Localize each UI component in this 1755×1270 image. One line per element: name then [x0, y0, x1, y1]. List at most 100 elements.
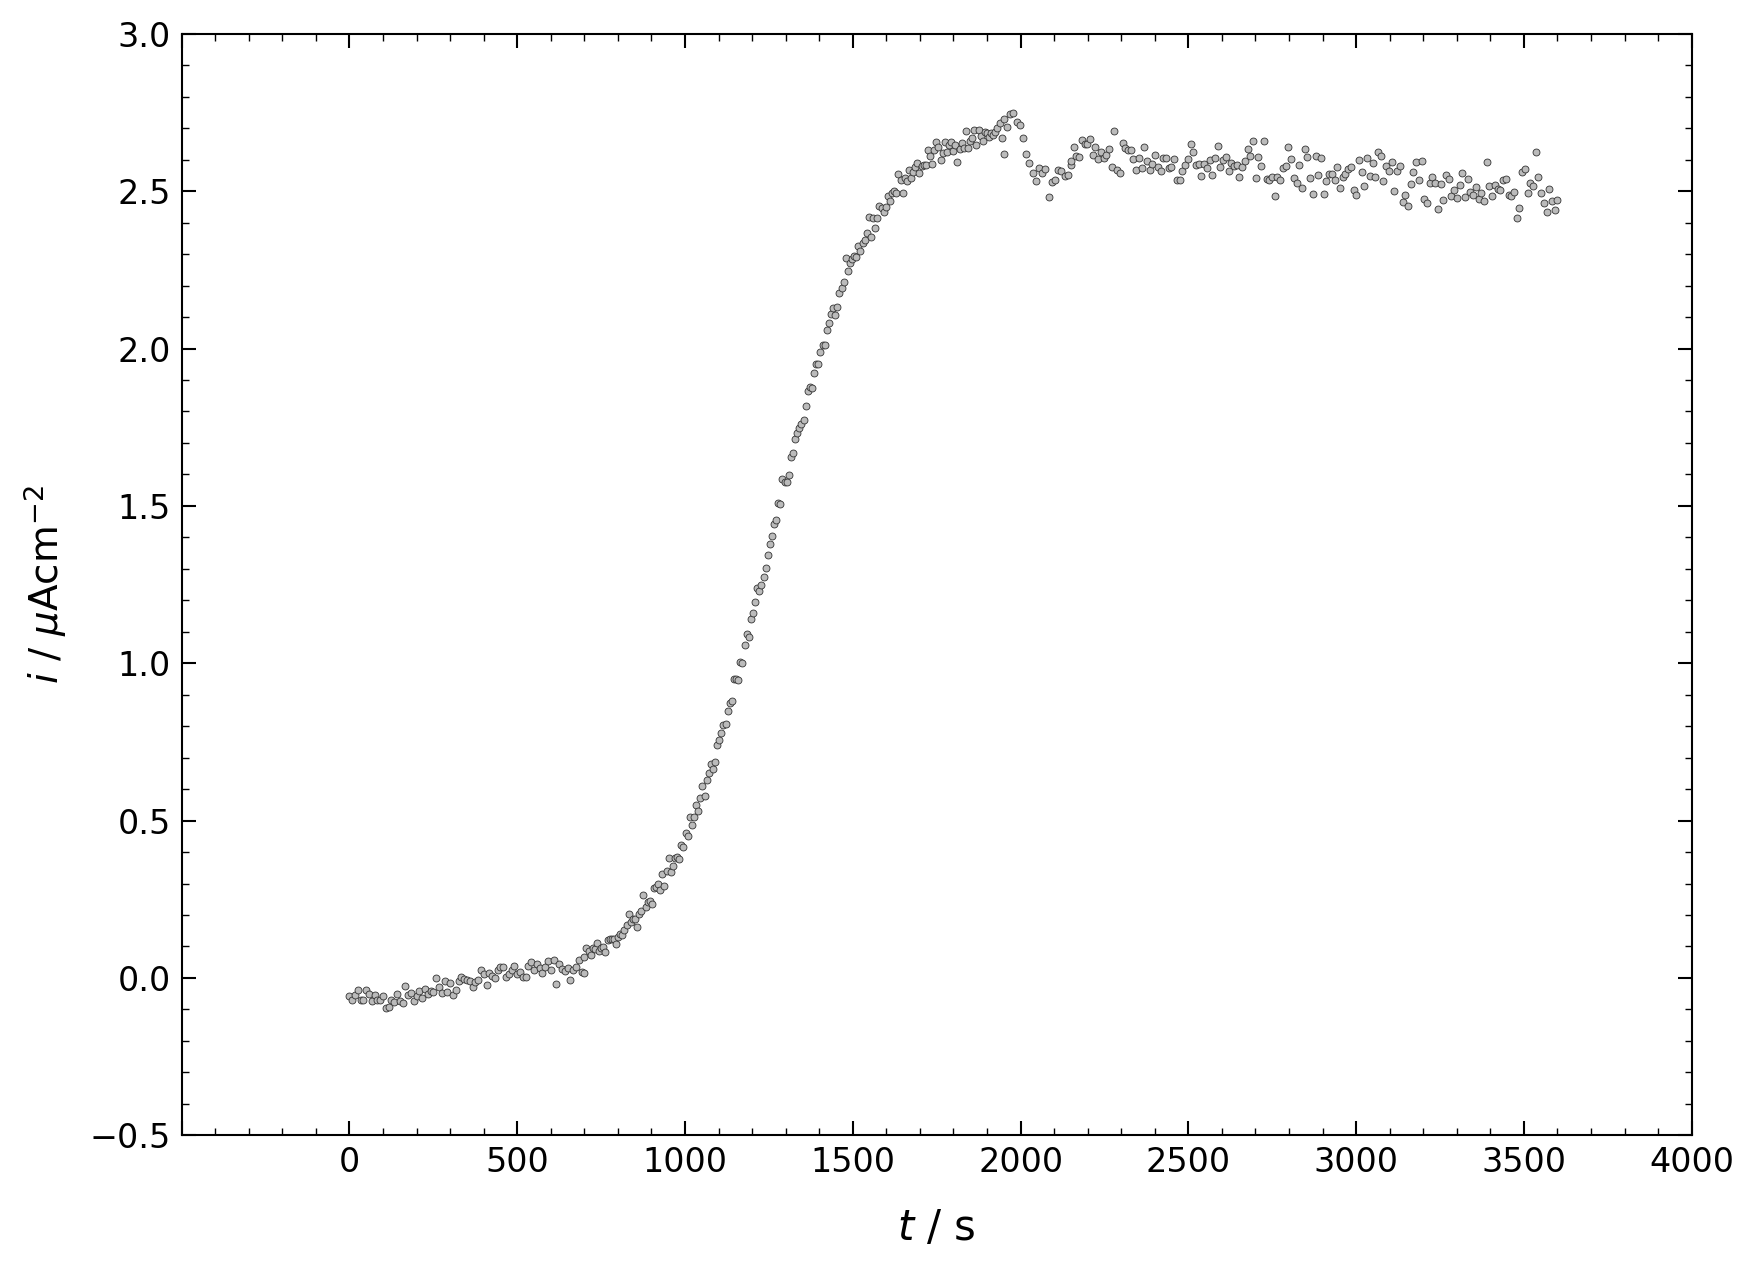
Point — [565, 950, 593, 970]
Point — [955, 137, 983, 157]
Point — [888, 183, 916, 203]
Point — [1269, 159, 1297, 179]
Point — [1329, 166, 1357, 187]
Point — [881, 182, 909, 202]
Point — [1537, 190, 1565, 211]
Point — [500, 955, 528, 975]
Point — [581, 939, 609, 959]
Point — [948, 133, 976, 154]
Point — [616, 912, 644, 932]
Point — [1006, 116, 1034, 136]
Point — [725, 671, 753, 691]
Point — [1121, 160, 1150, 180]
Point — [793, 381, 821, 401]
Point — [383, 984, 411, 1005]
Point — [1171, 155, 1199, 175]
Point — [906, 163, 934, 183]
Point — [1309, 183, 1337, 203]
Point — [927, 150, 955, 170]
Point — [753, 545, 781, 565]
Point — [609, 925, 637, 945]
Point — [1158, 157, 1186, 178]
Point — [1532, 202, 1560, 222]
Point — [542, 974, 570, 994]
Point — [1458, 185, 1486, 206]
Point — [663, 847, 691, 867]
Point — [470, 964, 498, 984]
Point — [1413, 193, 1441, 213]
Point — [756, 533, 784, 554]
Point — [1378, 151, 1406, 171]
Point — [895, 160, 923, 180]
Point — [813, 320, 841, 340]
Point — [978, 123, 1006, 144]
Point — [937, 132, 965, 152]
Point — [751, 558, 779, 578]
Point — [997, 104, 1025, 124]
Point — [439, 984, 467, 1005]
Point — [395, 986, 423, 1006]
Point — [386, 991, 414, 1011]
Point — [1100, 121, 1128, 141]
Point — [990, 144, 1018, 164]
Point — [967, 126, 995, 146]
Point — [484, 960, 512, 980]
Point — [762, 509, 790, 530]
Point — [1381, 182, 1409, 202]
Point — [579, 937, 607, 958]
Point — [419, 982, 448, 1002]
Point — [349, 989, 377, 1010]
Point — [862, 217, 890, 237]
Point — [1332, 164, 1360, 184]
Point — [1418, 168, 1446, 188]
Point — [498, 960, 526, 980]
Point — [1081, 137, 1109, 157]
Point — [444, 970, 472, 991]
Point — [809, 335, 837, 356]
Point — [335, 986, 363, 1006]
Point — [505, 961, 534, 982]
Point — [1146, 161, 1174, 182]
Point — [588, 937, 616, 958]
Point — [732, 624, 760, 644]
Point — [1060, 137, 1088, 157]
Point — [1072, 135, 1100, 155]
Point — [1290, 138, 1318, 159]
Point — [539, 950, 567, 970]
Point — [1404, 170, 1432, 190]
Point — [835, 253, 863, 273]
Point — [1318, 164, 1346, 184]
Point — [806, 342, 834, 362]
Point — [1085, 150, 1113, 170]
Point — [548, 959, 576, 979]
Point — [416, 980, 444, 1001]
Point — [644, 874, 672, 894]
Point — [851, 230, 879, 250]
Point — [697, 753, 725, 773]
Point — [662, 848, 690, 869]
Point — [477, 966, 505, 987]
Point — [1467, 183, 1495, 203]
Point — [1097, 156, 1125, 177]
Point — [409, 988, 437, 1008]
Point — [735, 627, 763, 648]
Point — [976, 127, 1004, 147]
Point — [1367, 146, 1395, 166]
Point — [709, 715, 737, 735]
Point — [730, 635, 758, 655]
Point — [1034, 187, 1062, 207]
Point — [949, 138, 978, 159]
Point — [672, 823, 700, 843]
Point — [1051, 165, 1079, 185]
Y-axis label: $i$ / $\mu$Acm$^{-2}$: $i$ / $\mu$Acm$^{-2}$ — [21, 485, 68, 685]
Point — [969, 131, 997, 151]
Point — [1307, 147, 1336, 168]
Point — [570, 947, 598, 968]
Point — [1188, 166, 1216, 187]
Point — [914, 140, 942, 160]
Point — [491, 966, 519, 987]
Point — [746, 580, 774, 601]
Point — [1327, 178, 1355, 198]
Point — [567, 961, 595, 982]
Point — [411, 979, 439, 999]
